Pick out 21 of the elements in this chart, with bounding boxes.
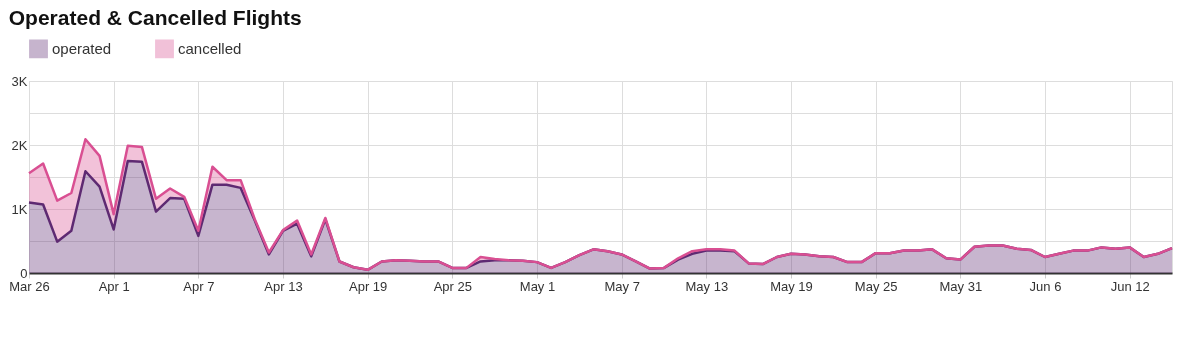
legend-label: operated [52, 39, 112, 57]
legend-label: cancelled [178, 39, 242, 57]
x-tick-label: May 1 [519, 278, 556, 294]
x-tick-label: Jun 6 [1029, 278, 1062, 294]
x-tick-label: Apr 13 [264, 278, 303, 294]
y-tick-label: 3K [11, 73, 28, 89]
x-tick-label: Apr 7 [183, 278, 215, 294]
x-tick-label: Apr 19 [349, 278, 388, 294]
x-tick-label: Apr 1 [98, 278, 130, 294]
x-tick-label: May 31 [939, 278, 983, 294]
x-tick-label: Jun 12 [1110, 278, 1150, 294]
y-tick-label: 0 [20, 265, 28, 281]
y-tick-label: 1K [11, 201, 28, 217]
x-tick-label: Mar 26 [9, 278, 50, 294]
x-tick-label: Apr 25 [433, 278, 472, 294]
x-tick-label: May 25 [854, 278, 898, 294]
x-tick-label: May 7 [604, 278, 640, 294]
x-tick-label: May 19 [770, 278, 813, 294]
chart-title: Operated & Cancelled Flights [8, 6, 302, 29]
y-tick-label: 2K [11, 137, 28, 153]
x-tick-label: May 13 [685, 278, 729, 294]
